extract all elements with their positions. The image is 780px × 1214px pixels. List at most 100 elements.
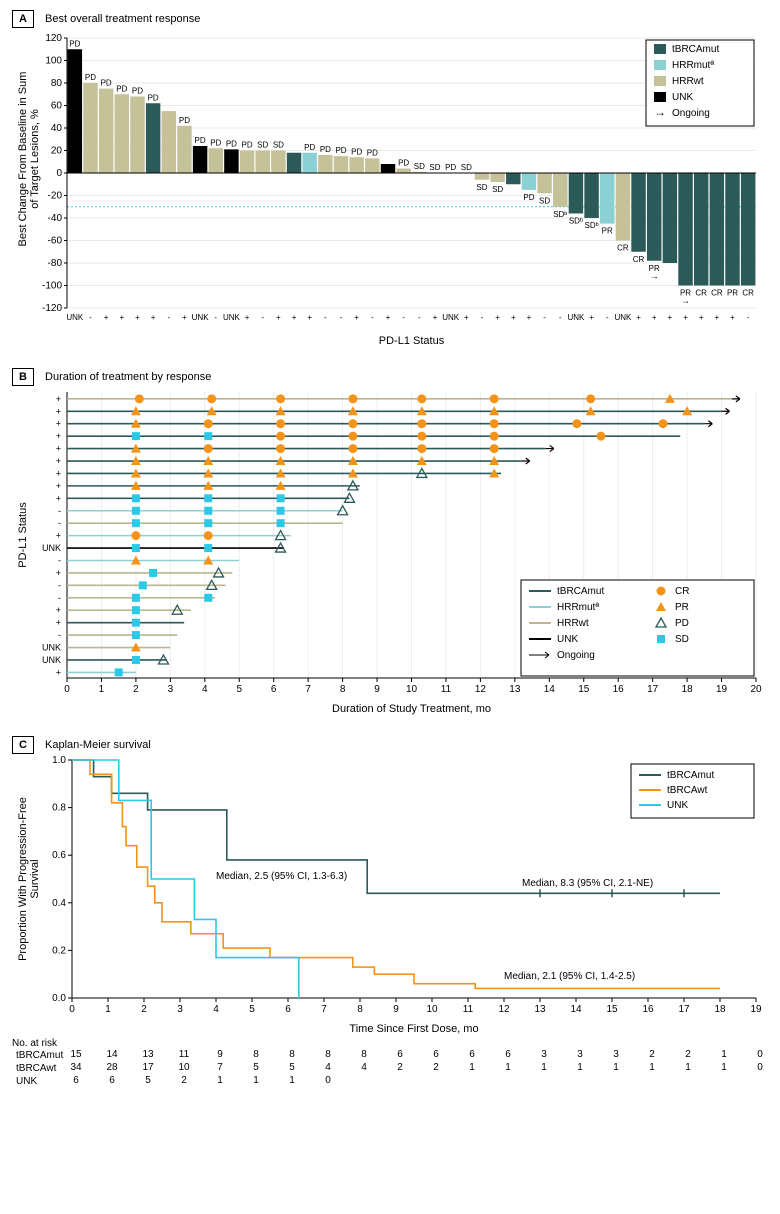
svg-text:SD: SD [257, 141, 268, 150]
svg-text:-: - [324, 313, 327, 322]
svg-text:PD: PD [226, 139, 237, 148]
svg-text:UNK: UNK [672, 92, 693, 103]
panel-b: B Duration of treatment by response 0123… [12, 368, 780, 716]
svg-text:-: - [58, 580, 61, 590]
svg-text:UNK: UNK [42, 543, 61, 553]
svg-text:7: 7 [305, 684, 311, 695]
svg-text:PD: PD [242, 141, 253, 150]
svg-text:HRRmutª: HRRmutª [557, 602, 599, 613]
svg-text:Ongoing: Ongoing [672, 108, 710, 119]
svg-text:18: 18 [714, 1004, 726, 1015]
svg-text:-60: -60 [48, 236, 63, 247]
svg-text:tBRCAmut: tBRCAmut [672, 44, 719, 55]
svg-text:+: + [56, 605, 61, 615]
svg-text:Proportion With Progression-Fr: Proportion With Progression-Free [17, 797, 29, 961]
svg-text:+: + [386, 313, 391, 322]
svg-text:0: 0 [56, 168, 62, 179]
svg-text:-: - [340, 313, 343, 322]
km-chart: 0123456789101112131415161718190.00.20.40… [12, 754, 768, 1034]
svg-text:+: + [56, 456, 61, 466]
svg-text:UNK: UNK [667, 800, 688, 811]
svg-text:CR: CR [617, 244, 629, 253]
svg-text:HRRwt: HRRwt [672, 76, 704, 87]
panel-a: A Best overall treatment response -120-1… [12, 10, 780, 348]
svg-text:+: + [245, 313, 250, 322]
svg-text:+: + [307, 313, 312, 322]
svg-text:CR: CR [711, 289, 723, 298]
svg-text:Median, 2.1 (95% CI, 1.4-2.5): Median, 2.1 (95% CI, 1.4-2.5) [504, 971, 635, 982]
svg-text:20: 20 [750, 684, 762, 695]
svg-text:-: - [214, 313, 217, 322]
svg-text:0.0: 0.0 [52, 993, 66, 1004]
svg-text:SD: SD [461, 163, 472, 172]
svg-text:SD: SD [273, 141, 284, 150]
svg-text:0.8: 0.8 [52, 803, 66, 814]
svg-text:0: 0 [69, 1004, 75, 1015]
svg-text:SDᵇ: SDᵇ [553, 210, 567, 219]
svg-text:Duration of Study Treatment, m: Duration of Study Treatment, mo [332, 703, 491, 715]
svg-text:20: 20 [51, 146, 63, 157]
svg-text:Ongoing: Ongoing [557, 650, 595, 661]
svg-text:-80: -80 [48, 258, 63, 269]
svg-text:4: 4 [213, 1004, 219, 1015]
svg-text:PD-L1 Status: PD-L1 Status [379, 335, 445, 347]
svg-text:-120: -120 [42, 303, 62, 314]
svg-text:+: + [56, 667, 61, 677]
svg-text:1: 1 [105, 1004, 111, 1015]
svg-text:14: 14 [544, 684, 556, 695]
svg-text:UNK: UNK [66, 313, 84, 322]
svg-text:+: + [292, 313, 297, 322]
svg-text:-: - [606, 313, 609, 322]
svg-text:SD: SD [492, 185, 503, 194]
svg-text:+: + [354, 313, 359, 322]
svg-text:+: + [104, 313, 109, 322]
svg-text:0.2: 0.2 [52, 945, 66, 956]
svg-text:Survival: Survival [29, 859, 41, 898]
svg-text:14: 14 [570, 1004, 582, 1015]
svg-text:SD: SD [414, 162, 425, 171]
svg-text:8: 8 [357, 1004, 363, 1015]
svg-text:10: 10 [406, 684, 418, 695]
svg-text:+: + [56, 481, 61, 491]
svg-text:UNK: UNK [192, 313, 210, 322]
svg-text:SDᵇ: SDᵇ [585, 221, 599, 230]
svg-text:3: 3 [168, 684, 174, 695]
svg-text:19: 19 [750, 1004, 762, 1015]
svg-text:CR: CR [742, 289, 754, 298]
svg-text:17: 17 [678, 1004, 690, 1015]
panel-b-label: B [12, 368, 34, 386]
svg-text:12: 12 [498, 1004, 510, 1015]
panel-b-title: Duration of treatment by response [45, 371, 211, 383]
svg-text:0.6: 0.6 [52, 850, 66, 861]
svg-text:CR: CR [695, 289, 707, 298]
svg-text:10: 10 [426, 1004, 438, 1015]
svg-text:PD: PD [116, 84, 127, 93]
svg-text:+: + [652, 313, 657, 322]
svg-text:PD: PD [195, 136, 206, 145]
svg-text:+: + [56, 468, 61, 478]
svg-text:6: 6 [271, 684, 277, 695]
svg-text:-20: -20 [48, 191, 63, 202]
svg-text:100: 100 [45, 56, 62, 67]
svg-text:PR: PR [602, 227, 613, 236]
svg-text:2: 2 [141, 1004, 147, 1015]
svg-text:-100: -100 [42, 281, 62, 292]
waterfall-chart: -120-100-80-60-40-20020406080100120Best … [12, 28, 768, 348]
svg-text:-: - [58, 630, 61, 640]
svg-text:+: + [683, 313, 688, 322]
svg-text:PD: PD [304, 143, 315, 152]
svg-text:4: 4 [202, 684, 208, 695]
svg-text:+: + [56, 618, 61, 628]
svg-text:Time Since First Dose, mo: Time Since First Dose, mo [349, 1023, 478, 1034]
svg-text:+: + [730, 313, 735, 322]
svg-text:+: + [668, 313, 673, 322]
svg-text:12: 12 [475, 684, 487, 695]
svg-text:UNK: UNK [42, 643, 61, 653]
svg-text:16: 16 [642, 1004, 654, 1015]
svg-text:PD: PD [351, 147, 362, 156]
svg-text:SD: SD [539, 196, 550, 205]
svg-text:UNK: UNK [614, 313, 632, 322]
svg-text:11: 11 [441, 684, 452, 695]
svg-text:tBRCAmut: tBRCAmut [557, 586, 604, 597]
panel-c-label: C [12, 736, 34, 754]
